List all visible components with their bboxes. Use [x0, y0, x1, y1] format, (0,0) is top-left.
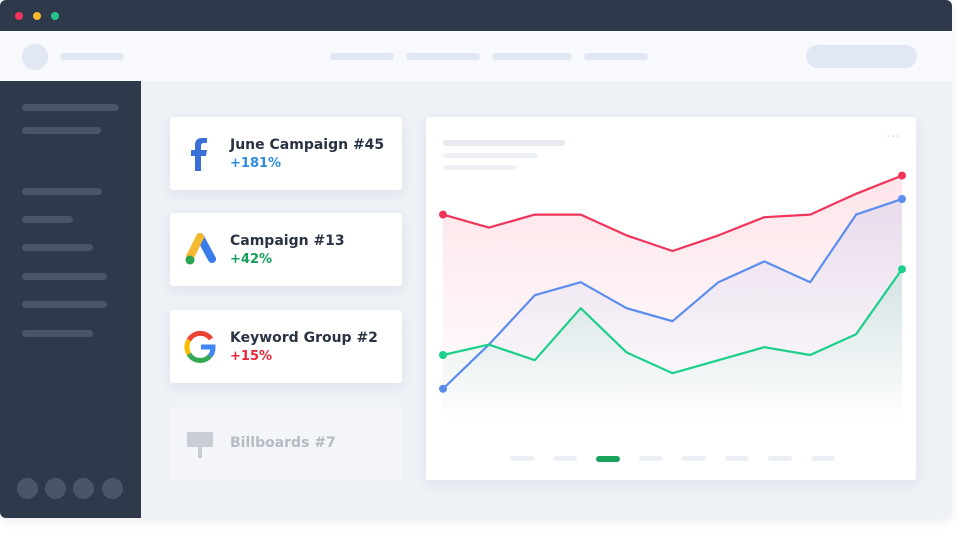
sidebar-item[interactable] [22, 273, 107, 280]
sidebar-item[interactable] [22, 216, 73, 223]
sidebar-item[interactable] [22, 127, 101, 134]
end-point [898, 265, 906, 274]
series-line [442, 268, 903, 375]
card-change: +181% [230, 156, 282, 171]
campaign-card[interactable]: Campaign #13 +42% [170, 213, 402, 286]
series-line [442, 174, 903, 253]
placeholder [443, 140, 565, 146]
sidebar-icon[interactable] [17, 478, 38, 499]
window: June Campaign #45 +181% Campaign #13 +42… [0, 0, 952, 518]
page-dot[interactable] [682, 456, 706, 461]
placeholder [60, 53, 124, 60]
sidebar-item[interactable] [22, 104, 119, 111]
placeholder [443, 165, 516, 170]
sidebar-item[interactable] [22, 301, 107, 308]
google-ads-icon [185, 233, 216, 265]
sidebar-item[interactable] [22, 188, 102, 195]
billboard-icon [187, 432, 213, 458]
header [0, 31, 952, 81]
menu-dots[interactable]: … [886, 125, 900, 141]
sidebar-item[interactable] [22, 330, 93, 337]
sidebar [0, 81, 141, 518]
sidebar-item[interactable] [22, 244, 93, 251]
card-title: Campaign #13 [230, 233, 345, 249]
series-area [443, 269, 902, 420]
sidebar-icon[interactable] [102, 478, 123, 499]
close-dot[interactable] [15, 12, 23, 20]
min-dot[interactable] [33, 12, 41, 20]
max-dot[interactable] [51, 12, 59, 20]
page-dot[interactable] [768, 456, 792, 461]
google-icon [184, 330, 216, 363]
end-point [439, 210, 447, 219]
placeholder [443, 153, 538, 158]
header-button[interactable] [806, 45, 917, 68]
card-title: Billboards #7 [230, 435, 336, 451]
page-dot[interactable] [639, 456, 663, 461]
chart [439, 171, 906, 420]
sidebar-icon[interactable] [45, 478, 66, 499]
card-change: +15% [230, 349, 273, 364]
sidebar-icon[interactable] [73, 478, 94, 499]
end-point [898, 171, 906, 180]
campaign-card[interactable]: June Campaign #45 +181% [170, 117, 402, 190]
end-point [439, 384, 447, 393]
nav-item[interactable] [584, 53, 648, 60]
page-dot-active[interactable] [596, 456, 620, 462]
series-line [442, 197, 903, 390]
avatar[interactable] [22, 44, 48, 70]
campaign-card[interactable]: Keyword Group #2 +15% [170, 310, 402, 383]
end-point [898, 195, 906, 203]
nav-item[interactable] [330, 53, 394, 60]
page-dot[interactable] [553, 456, 577, 461]
end-point [439, 351, 447, 359]
card-change: +42% [230, 252, 273, 267]
page-dot[interactable] [811, 456, 835, 461]
facebook-icon [191, 138, 207, 171]
title-bar [0, 0, 952, 31]
page-dot[interactable] [725, 456, 749, 461]
nav-item[interactable] [406, 53, 480, 60]
page-dot[interactable] [510, 456, 534, 461]
card-title: June Campaign #45 [230, 137, 385, 153]
card-title: Keyword Group #2 [230, 330, 378, 346]
campaign-card[interactable]: Billboards #7 [170, 407, 402, 480]
nav-item[interactable] [492, 53, 572, 60]
